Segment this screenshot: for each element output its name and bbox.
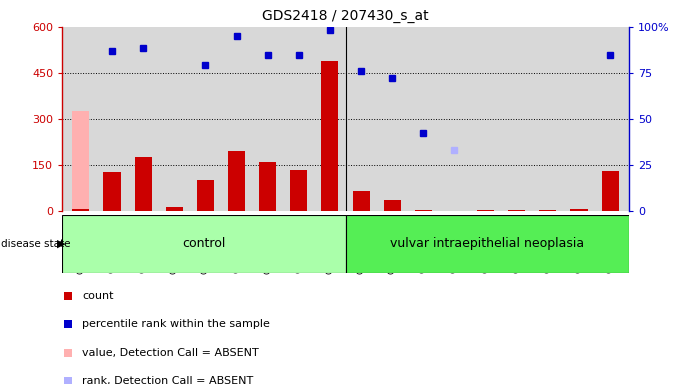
Text: count: count	[82, 291, 113, 301]
Bar	[571, 209, 587, 211]
Text: ▶: ▶	[57, 239, 65, 249]
Bar	[259, 162, 276, 211]
Text: disease state: disease state	[1, 239, 70, 249]
Bar	[104, 172, 120, 211]
Bar	[352, 191, 370, 211]
Title: GDS2418 / 207430_s_at: GDS2418 / 207430_s_at	[262, 9, 429, 23]
Text: control: control	[182, 237, 225, 250]
Text: rank, Detection Call = ABSENT: rank, Detection Call = ABSENT	[82, 376, 254, 384]
Bar	[73, 111, 89, 211]
Bar	[135, 157, 152, 211]
Bar	[197, 180, 214, 211]
Text: percentile rank within the sample: percentile rank within the sample	[82, 319, 270, 329]
Bar	[508, 210, 525, 211]
Bar	[62, 215, 346, 273]
Bar	[446, 210, 463, 211]
Text: value, Detection Call = ABSENT: value, Detection Call = ABSENT	[82, 348, 258, 358]
Bar	[166, 207, 183, 211]
Bar	[415, 210, 432, 211]
Bar	[539, 210, 556, 211]
Bar	[602, 171, 618, 211]
Bar	[321, 61, 339, 211]
Text: vulvar intraepithelial neoplasia: vulvar intraepithelial neoplasia	[390, 237, 584, 250]
Bar	[73, 209, 89, 211]
Bar	[290, 170, 307, 211]
Bar	[346, 215, 629, 273]
Bar	[384, 200, 401, 211]
Bar	[228, 151, 245, 211]
Bar	[477, 210, 494, 211]
